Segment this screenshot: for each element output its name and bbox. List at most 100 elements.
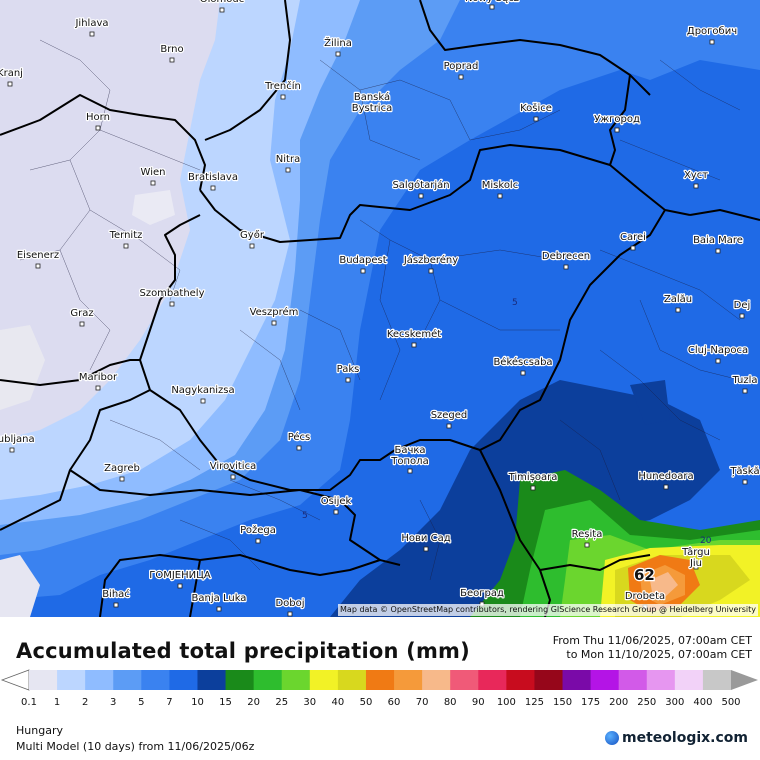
scale-ticks: 0.1 1 2 3 5 7 10 15 20 25 30 40 50 60 70 80 90 100 125 150 1… (0, 697, 760, 711)
scale-tick-label: 60 (387, 697, 401, 708)
city-marker (219, 7, 225, 13)
city-label: Bratislava (188, 172, 238, 183)
city-label: Zalău (664, 294, 692, 305)
city-label: Nitra (276, 154, 300, 165)
city-marker (584, 542, 590, 548)
city-marker (530, 485, 536, 491)
sea-area (0, 555, 40, 617)
city-marker (709, 39, 715, 45)
city-marker (169, 301, 175, 307)
scale-swatch (253, 670, 283, 690)
city-marker (418, 193, 424, 199)
city-label: Miskolc (482, 180, 518, 191)
city-marker (333, 509, 339, 515)
city-marker (739, 313, 745, 319)
scale-tick-label: 40 (331, 697, 345, 708)
scale-swatch (590, 670, 620, 690)
brand-name: meteologix.com (622, 730, 748, 746)
scale-swatch (562, 670, 592, 690)
city-marker (742, 479, 748, 485)
city-marker (693, 183, 699, 189)
precip-dry-spot (0, 325, 45, 410)
city-marker (497, 193, 503, 199)
precip-zone-70mm (650, 572, 678, 597)
city-label: Cluj-Napoca (688, 345, 748, 356)
precip-dry-spot (132, 190, 175, 225)
scale-swatch (29, 670, 58, 690)
city-label: Poprad (444, 61, 479, 72)
city-marker (675, 307, 681, 313)
city-marker (369, 105, 375, 111)
scale-tick-label: 1 (53, 697, 61, 708)
city-marker (119, 476, 125, 482)
city-label: Reșița (572, 529, 603, 540)
scale-tick-label: 125 (524, 697, 544, 708)
scale-tick-label: 3 (110, 697, 117, 708)
city-label: Kranj (0, 68, 23, 79)
scale-tick-label: 150 (552, 697, 573, 708)
city-marker (520, 370, 526, 376)
scale-swatch (394, 670, 423, 690)
city-label: Budapest (339, 255, 386, 266)
scale-tick-label: 15 (219, 697, 232, 708)
city-label: Timișoara (508, 472, 558, 483)
city-label: Târgu Jiu (681, 546, 710, 569)
scale-swatch (225, 670, 255, 690)
city-marker (446, 423, 452, 429)
city-label: Békéscsaba (493, 356, 552, 368)
city-label: Bihać (102, 588, 130, 600)
city-label: Carei (620, 232, 646, 243)
city-marker (280, 94, 286, 100)
city-marker (411, 342, 417, 348)
scale-tick-label: 200 (609, 697, 629, 708)
city-label: Nowy Sącz (465, 0, 519, 4)
city-marker (7, 81, 13, 87)
city-label: Virovitica (210, 461, 256, 472)
city-label: Graz (70, 308, 93, 319)
city-label: Veszprém (250, 306, 299, 318)
brand-logo[interactable]: meteologix.com (605, 730, 748, 746)
city-label: Београд (460, 588, 504, 599)
scale-tick-label: 500 (721, 697, 741, 708)
city-marker (285, 167, 291, 173)
regional-borders (19, 39, 741, 581)
scale-tick-label: 30 (303, 697, 317, 708)
scale-arrow-high (731, 670, 758, 690)
city-marker (563, 264, 569, 270)
city-marker (249, 243, 255, 249)
max-value-label: 62 (634, 566, 655, 584)
scale-swatch (702, 670, 732, 690)
scale-swatch (450, 670, 479, 690)
city-marker (200, 398, 206, 404)
city-marker (693, 564, 699, 570)
scale-tick-label: 90 (471, 697, 485, 708)
scale-tick-label: 10 (191, 697, 204, 708)
scale-swatch (337, 670, 367, 690)
contour-label: 20 (700, 536, 712, 546)
scale-swatch (169, 670, 198, 690)
city-label: Szombathely (139, 288, 204, 299)
city-marker (216, 606, 222, 612)
city-marker (95, 125, 101, 131)
city-label: Дрогобич (687, 26, 737, 37)
scale-tick-label: 7 (166, 697, 173, 708)
scale-swatch (674, 670, 704, 690)
city-label: Debrecen (542, 251, 590, 262)
city-marker (177, 583, 183, 589)
city-label: Horn (86, 112, 110, 123)
map-canvas: 5 5 20 62 Olomouc Nowy Sącz Дрогобич Jihlav… (0, 0, 760, 617)
city-label: Győr (240, 229, 265, 241)
city-marker (271, 320, 277, 326)
city-marker (9, 447, 15, 453)
city-marker (742, 388, 748, 394)
scale-swatch (141, 670, 170, 690)
city-label: Хуст (684, 170, 708, 181)
city-marker (360, 268, 366, 274)
city-label: Eisenerz (17, 250, 59, 261)
city-label: Wien (141, 167, 166, 178)
city-marker (335, 51, 341, 57)
map-title: Accumulated total precipitation (mm) (16, 639, 470, 663)
city-marker (89, 31, 95, 37)
city-marker (95, 385, 101, 391)
city-label: Salgótarján (392, 179, 449, 191)
